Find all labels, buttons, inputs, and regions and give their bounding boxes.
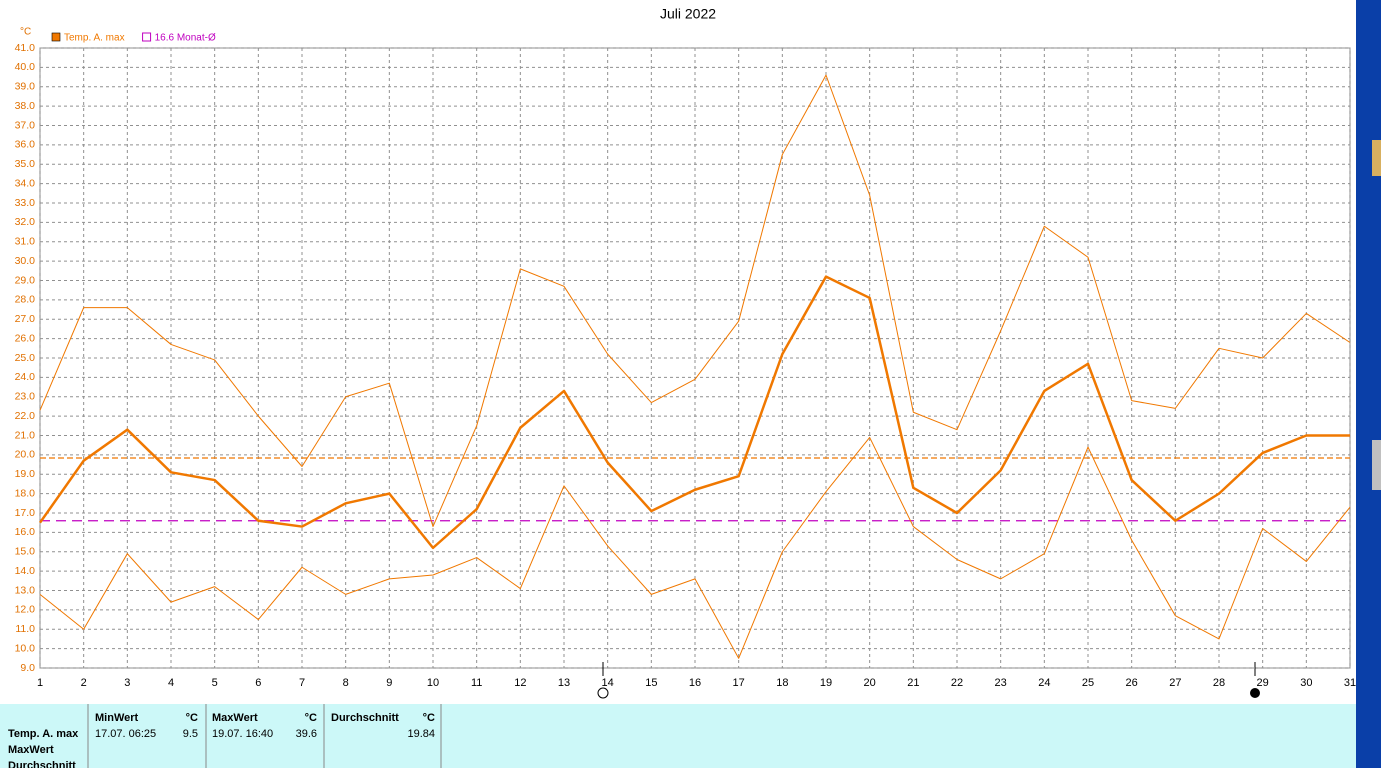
x-tick-label: 30 [1300,677,1312,689]
y-tick-label: 12.0 [15,604,36,616]
y-tick-label: 16.0 [15,526,36,538]
y-tick-label: 35.0 [15,158,36,170]
x-tick-label: 25 [1082,677,1094,689]
y-tick-label: 26.0 [15,332,36,344]
row-label: Durchschnitt [8,760,76,768]
x-tick-label: 7 [299,677,305,689]
table-background [0,704,1356,768]
row-label: Temp. A. max [8,728,79,740]
x-tick-label: 4 [168,677,174,689]
y-tick-label: 15.0 [15,546,36,558]
desktop-edge [1356,0,1381,768]
legend-swatch [142,32,152,42]
x-tick-label: 6 [255,677,261,689]
y-tick-label: 39.0 [15,81,36,93]
y-tick-label: 19.0 [15,468,36,480]
cell-value: 9.5 [183,728,198,740]
data-line [38,275,1350,550]
y-tick-label: 22.0 [15,410,36,422]
y-tick-label: 37.0 [15,119,36,131]
x-tick-label: 22 [951,677,963,689]
x-tick-label: 3 [124,677,130,689]
y-tick-label: 17.0 [15,507,36,519]
y-tick-label: 31.0 [15,236,36,248]
chart-title: Juli 2022 [660,6,716,22]
x-tick-label: 15 [645,677,657,689]
y-tick-label: 30.0 [15,255,36,267]
moon-icon [1250,688,1260,698]
desktop-icon [1372,440,1381,490]
x-tick-label: 23 [995,677,1007,689]
y-tick-label: 18.0 [15,487,36,499]
x-tick-label: 16 [689,677,701,689]
legend-swatch [51,32,61,42]
x-tick-label: 12 [514,677,526,689]
x-tick-label: 27 [1169,677,1181,689]
y-tick-label: 11.0 [15,623,35,635]
y-tick-label: 28.0 [15,294,36,306]
y-tick-label: 25.0 [15,352,36,364]
y-tick-label: 38.0 [15,100,36,112]
legend-label: Temp. A. max [64,33,125,44]
column-unit: °C [423,712,435,724]
data-line [39,74,1351,528]
column-header: Durchschnitt [331,712,399,724]
column-header: MinWert [95,712,139,724]
y-tick-label: 41.0 [15,42,36,54]
x-tick-label: 31 [1344,677,1356,689]
x-tick-label: 21 [907,677,919,689]
y-tick-label: 36.0 [15,139,36,151]
y-tick-label: 20.0 [15,449,36,461]
y-tick-label: 33.0 [15,197,36,209]
y-tick-label: 40.0 [15,61,36,73]
x-tick-label: 1 [37,677,43,689]
y-tick-label: 29.0 [15,274,36,286]
x-tick-label: 19 [820,677,832,689]
y-tick-label: 13.0 [15,584,36,596]
x-tick-label: 24 [1038,677,1050,689]
stats-table: Temp. A. max MaxWert Durchschnitt MinWert °C… [8,704,442,768]
column-header: MaxWert [212,712,258,724]
column-unit: °C [186,712,198,724]
cell-time: 17.07. 06:25 [95,728,156,740]
x-tick-label: 29 [1257,677,1269,689]
grid [39,47,1351,669]
column-unit: °C [305,712,317,724]
x-tick-label: 26 [1126,677,1138,689]
cell-value: 39.6 [296,728,317,740]
x-tick-label: 11 [471,677,482,689]
data-line [39,436,1351,659]
x-tick-label: 9 [386,677,392,689]
legend-label: 16.6 Monat-Ø [155,33,216,44]
x-tick-label: 17 [733,677,745,689]
y-unit: °C [20,27,31,38]
x-tick-label: 5 [212,677,218,689]
x-tick-label: 10 [427,677,439,689]
x-tick-label: 28 [1213,677,1225,689]
y-tick-label: 14.0 [15,565,36,577]
y-tick-label: 24.0 [15,371,36,383]
cell-value: 19.84 [407,728,435,740]
y-tick-label: 34.0 [15,177,36,189]
y-tick-label: 32.0 [15,216,36,228]
row-label: MaxWert [8,744,54,756]
x-tick-label: 13 [558,677,570,689]
y-tick-label: 27.0 [15,313,36,325]
y-tick-label: 23.0 [15,391,36,403]
y-tick-label: 9.0 [20,662,35,674]
x-tick-label: 18 [776,677,788,689]
x-tick-label: 2 [81,677,87,689]
moon-icon [597,687,609,699]
x-tick-label: 14 [602,677,614,689]
desktop-icon [1372,140,1381,176]
y-tick-label: 10.0 [15,642,36,654]
cell-time: 19.07. 16:40 [212,728,273,740]
x-tick-label: 8 [343,677,349,689]
y-tick-label: 21.0 [15,429,36,441]
x-tick-label: 20 [864,677,876,689]
